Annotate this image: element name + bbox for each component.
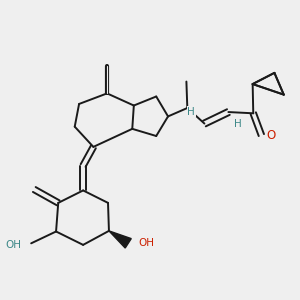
Text: OH: OH — [138, 238, 154, 248]
Text: OH: OH — [5, 240, 21, 250]
Text: H: H — [188, 107, 195, 117]
Text: O: O — [266, 129, 275, 142]
Text: H: H — [235, 119, 242, 129]
Polygon shape — [109, 231, 131, 248]
